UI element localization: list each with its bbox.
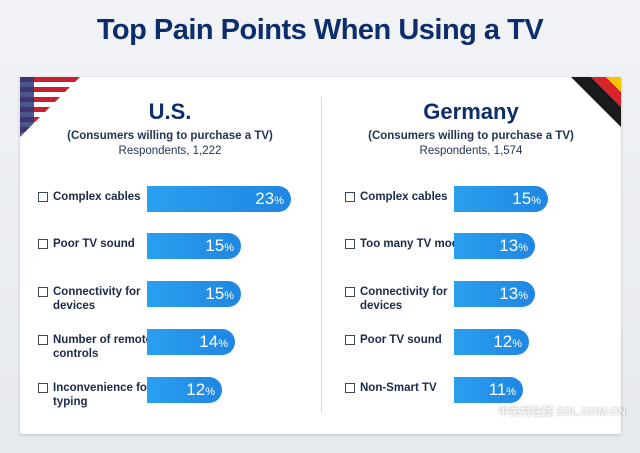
- us-category-label: Complex cables: [53, 191, 141, 203]
- percent-unit-label: %: [518, 242, 528, 254]
- us-bar-value-label: 14: [199, 332, 219, 351]
- us-category-label: Poor TV sound: [53, 238, 135, 250]
- us-category-label: Connectivity for devices: [53, 286, 141, 312]
- germany-bar: 11%: [454, 377, 523, 403]
- checkbox-icon: [345, 335, 355, 345]
- germany-flag-icon: [571, 77, 621, 127]
- us-bar-value-label: 12: [186, 380, 206, 399]
- checkbox-icon: [38, 287, 48, 297]
- checkbox-icon: [38, 383, 48, 393]
- percent-unit-label: %: [274, 195, 284, 207]
- germany-bar: 12%: [454, 329, 529, 355]
- percent-unit-label: %: [531, 195, 541, 207]
- germany-respondents: Respondents, 1,574: [419, 145, 523, 157]
- checkbox-icon: [38, 335, 48, 345]
- us-country-title: U.S.: [148, 99, 192, 124]
- us-respondents: Respondents, 1,222: [118, 145, 222, 157]
- germany-bar-value-label: 12: [493, 332, 513, 351]
- germany-category-label: Poor TV sound: [360, 334, 442, 346]
- us-bar-value-label: 15: [205, 236, 225, 255]
- us-bar-value-label: 23: [255, 189, 275, 208]
- percent-unit-label: %: [512, 338, 522, 350]
- checkbox-icon: [345, 239, 355, 249]
- germany-bar-value-label: 11: [488, 380, 507, 399]
- checkbox-icon: [38, 239, 48, 249]
- percent-unit-label: %: [218, 338, 228, 350]
- checkbox-icon: [345, 192, 355, 202]
- us-subtitle: (Consumers willing to purchase a TV): [67, 130, 273, 142]
- page-title: Top Pain Points When Using a TV: [96, 14, 544, 46]
- germany-category-label: Complex cables: [360, 191, 448, 203]
- us-bar: 15%: [147, 233, 241, 259]
- us-category-label: Inconvenience for typing: [53, 382, 152, 408]
- germany-category-label: Connectivity for devices: [360, 286, 448, 312]
- germany-country-title: Germany: [423, 99, 519, 124]
- us-bar-value-label: 15: [205, 284, 225, 303]
- percent-unit-label: %: [205, 386, 215, 398]
- germany-category-label: Too many TV models: [360, 238, 475, 250]
- checkbox-icon: [345, 383, 355, 393]
- us-bar: 12%: [147, 377, 222, 403]
- germany-category-label: Non-Smart TV: [360, 382, 437, 394]
- germany-subtitle: (Consumers willing to purchase a TV): [368, 130, 574, 142]
- germany-bar-value-label: 13: [499, 284, 519, 303]
- germany-panel-header: Germany (Consumers willing to purchase a…: [341, 99, 601, 157]
- germany-bar: 15%: [454, 186, 548, 212]
- germany-bar: 13%: [454, 281, 535, 307]
- panel-divider: [321, 97, 322, 413]
- checkbox-icon: [345, 287, 355, 297]
- percent-unit-label: %: [224, 290, 234, 302]
- watermark: 中关村在线 ZOL.COM.CN: [498, 406, 626, 418]
- germany-bar-value-label: 13: [499, 236, 519, 255]
- us-bar: 14%: [147, 329, 235, 355]
- checkbox-icon: [38, 192, 48, 202]
- percent-unit-label: %: [518, 290, 528, 302]
- percent-unit-label: %: [224, 242, 234, 254]
- us-flag-icon: [20, 77, 80, 137]
- germany-bar: 13%: [454, 233, 535, 259]
- us-bar: 23%: [147, 186, 291, 212]
- us-bar: 15%: [147, 281, 241, 307]
- germany-bar-value-label: 15: [512, 189, 532, 208]
- percent-unit-label: %: [506, 386, 516, 398]
- us-category-label: Number of remote controls: [53, 334, 153, 360]
- us-panel-header: U.S. (Consumers willing to purchase a TV…: [40, 99, 300, 157]
